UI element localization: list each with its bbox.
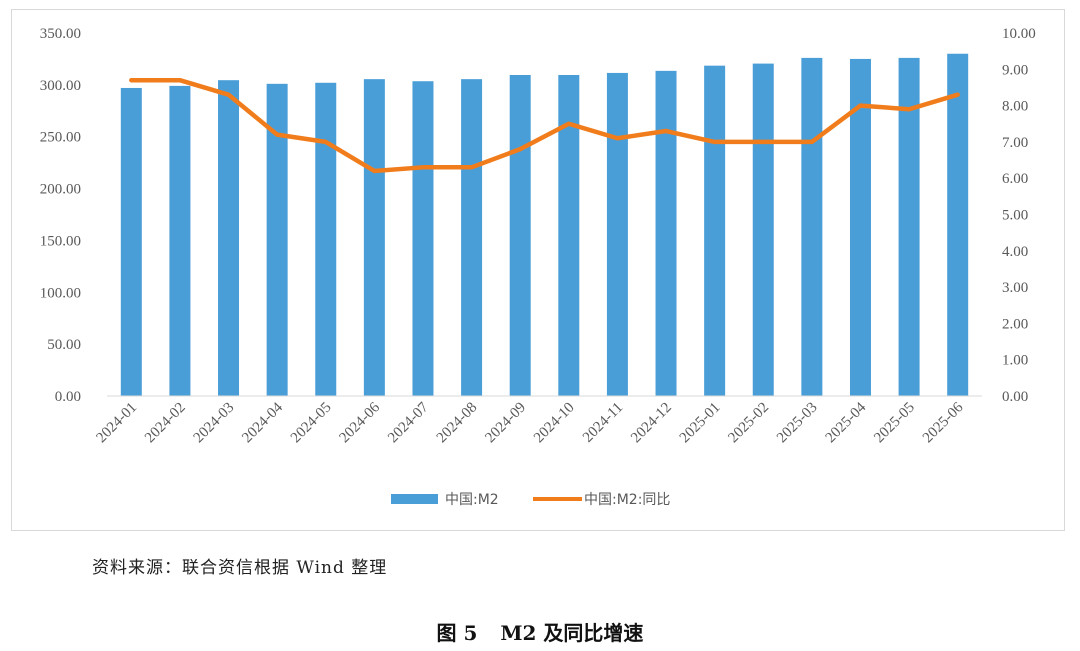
right-axis-tick-label: 4.00 xyxy=(1002,244,1028,260)
legend: 中国:M2 中国:M2:同比 xyxy=(391,492,670,508)
left-axis-tick-label: 150.00 xyxy=(40,233,81,249)
x-axis-tick-label: 2024-04 xyxy=(239,399,286,446)
m2-bar xyxy=(266,83,288,396)
legend-bar-swatch xyxy=(391,494,438,504)
right-axis-tick-label: 7.00 xyxy=(1002,135,1028,151)
legend-bar-label: 中国:M2 xyxy=(445,492,499,508)
right-axis-tick-label: 10.00 xyxy=(1002,26,1036,42)
right-axis-tick-label: 3.00 xyxy=(1002,280,1028,296)
x-axis-tick-label: 2025-02 xyxy=(725,400,772,447)
x-axis-tick-label: 2024-05 xyxy=(288,400,335,447)
left-axis-tick-label: 50.00 xyxy=(47,337,81,353)
right-axis-tick-label: 6.00 xyxy=(1002,171,1028,187)
x-axis-tick-label: 2024-03 xyxy=(191,400,238,447)
m2-chart: 0.00 50.00 100.00 150.00 200.00 250.00 300.00 3… xyxy=(40,26,1036,508)
x-axis-tick-label: 2024-12 xyxy=(628,400,675,447)
x-axis-tick-label: 2025-04 xyxy=(823,399,870,446)
x-axis-tick-label: 2025-03 xyxy=(774,400,821,447)
m2-bar xyxy=(169,85,191,396)
x-axis-tick-label: 2024-11 xyxy=(580,400,626,446)
x-axis-tick-label: 2025-01 xyxy=(677,400,724,447)
m2-bar xyxy=(801,57,823,397)
left-axis-tick-label: 350.00 xyxy=(40,26,81,42)
x-axis-tick-label: 2024-09 xyxy=(482,400,529,447)
m2-bar xyxy=(315,82,337,396)
x-axis-tick-label: 2024-06 xyxy=(337,399,384,446)
m2-bar xyxy=(606,72,628,397)
m2-bar xyxy=(412,81,434,396)
right-y-axis: 0.00 1.00 2.00 3.00 4.00 5.00 6.00 7.00 8.00 9.00… xyxy=(1002,26,1036,405)
source-note: 资料来源：联合资信根据 Wind 整理 xyxy=(92,558,388,578)
m2-yoy-line xyxy=(129,77,960,174)
x-axis-tick-label: 2025-06 xyxy=(920,399,967,446)
m2-bar xyxy=(655,70,677,396)
left-axis-tick-label: 250.00 xyxy=(40,130,81,146)
m2-bar xyxy=(509,75,531,397)
x-axis-tick-label: 2024-08 xyxy=(434,400,481,447)
right-axis-tick-label: 1.00 xyxy=(1002,353,1028,369)
left-y-axis: 0.00 50.00 100.00 150.00 200.00 250.00 300.00 3… xyxy=(40,26,81,405)
x-axis-tick-label: 2024-02 xyxy=(142,400,189,447)
m2-yoy-line-group xyxy=(129,77,960,174)
m2-bar xyxy=(752,63,774,397)
figure-title: M2 及同比增速 xyxy=(500,621,644,645)
figure-caption: 图 5 M2 及同比增速 xyxy=(0,617,1080,646)
figure-number: 图 5 xyxy=(436,621,478,645)
right-axis-tick-label: 0.00 xyxy=(1002,389,1028,405)
right-axis-tick-label: 2.00 xyxy=(1002,316,1028,332)
x-axis: 2024-01 2024-02 2024-03 2024-04 2024-05 2024-… xyxy=(93,395,982,447)
left-axis-tick-label: 300.00 xyxy=(40,78,81,94)
m2-bar xyxy=(558,75,580,397)
x-axis-tick-label: 2025-05 xyxy=(871,400,918,447)
m2-bar xyxy=(704,65,726,397)
chart-frame: 0.00 50.00 100.00 150.00 200.00 250.00 300.00 3… xyxy=(11,9,1065,531)
right-axis-tick-label: 9.00 xyxy=(1002,62,1028,78)
m2-bar xyxy=(947,53,969,396)
x-axis-tick-label: 2024-07 xyxy=(385,399,432,446)
m2-bars xyxy=(120,53,969,397)
x-axis-tick-label: 2024-10 xyxy=(531,400,578,447)
m2-bar xyxy=(898,57,920,397)
legend-line-label: 中国:M2:同比 xyxy=(584,492,670,508)
m2-bar xyxy=(363,79,385,396)
m2-bar xyxy=(120,87,142,397)
m2-bar xyxy=(461,79,483,396)
left-axis-tick-label: 0.00 xyxy=(55,389,81,405)
m2-bar xyxy=(849,58,871,397)
right-axis-tick-label: 5.00 xyxy=(1002,208,1028,224)
x-axis-tick-label: 2024-01 xyxy=(93,400,140,447)
m2-bar xyxy=(218,80,240,396)
right-axis-tick-label: 8.00 xyxy=(1002,99,1028,115)
left-axis-tick-label: 200.00 xyxy=(40,182,81,198)
left-axis-tick-label: 100.00 xyxy=(40,285,81,301)
